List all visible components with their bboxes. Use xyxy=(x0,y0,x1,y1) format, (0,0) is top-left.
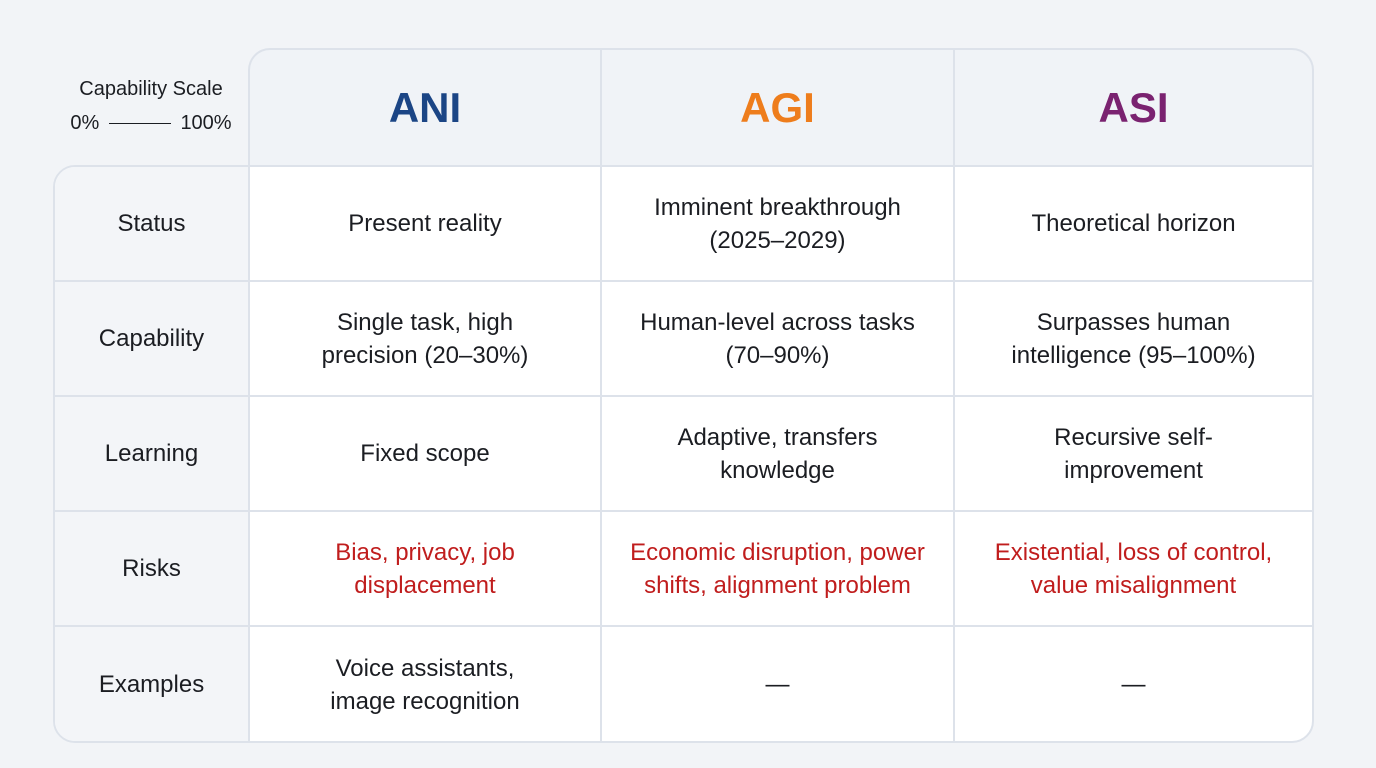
table-row-status: Status Present reality Imminent breakthrou… xyxy=(55,167,1312,282)
table-row-learning: Learning Fixed scope Adaptive, transfers k… xyxy=(55,397,1312,512)
row-label: Status xyxy=(55,167,250,280)
table-cell-asi: Surpasses human intelligence (95–100%) xyxy=(1011,308,1256,369)
table-cell-asi: Existential, loss of control, value misa… xyxy=(994,538,1273,599)
scale-min: 0% xyxy=(70,112,100,134)
table-row-capability: Capability Single task, high precision (2… xyxy=(55,282,1312,397)
table-cell-ani: Voice assistants, image recognition xyxy=(250,627,602,741)
column-header-asi: ASI xyxy=(1098,84,1169,131)
table-header: ANI AGI ASI xyxy=(248,48,1314,166)
table-cell-agi: Human-level across tasks (70–90%) xyxy=(602,282,955,395)
table-cell-agi: — xyxy=(602,627,955,741)
row-label: Capability xyxy=(55,282,250,395)
table-cell-ani: Fixed scope xyxy=(250,397,602,510)
row-label: Examples xyxy=(55,627,250,741)
table-row-risks: Risks Bias, privacy, job displacement Econ… xyxy=(55,512,1312,627)
scale-title: Capability Scale xyxy=(79,78,223,100)
table-cell-asi: Recursive self- improvement xyxy=(1054,423,1213,484)
table-cell-agi: Adaptive, transfers knowledge xyxy=(602,397,955,510)
table-cell-agi: Imminent breakthrough (2025–2029) xyxy=(602,167,955,280)
table-cell-ani: Present reality xyxy=(250,167,602,280)
capability-scale-legend: Capability Scale 0% 100% xyxy=(54,72,248,140)
table-cell-ani: Bias, privacy, job displacement xyxy=(250,512,602,625)
table-cell-asi: — xyxy=(1121,671,1146,698)
row-label: Learning xyxy=(55,397,250,510)
table-cell-asi: Theoretical horizon xyxy=(1031,210,1236,237)
table-cell-agi: Economic disruption, power shifts, align… xyxy=(602,512,955,625)
column-header-agi: AGI xyxy=(602,50,955,166)
scale-max: 100% xyxy=(180,112,232,134)
row-label: Risks xyxy=(55,512,250,625)
column-header-ani: ANI xyxy=(250,50,602,166)
table-cell-ani: Single task, high precision (20–30%) xyxy=(250,282,602,395)
table-row-examples: Examples Voice assistants, image recognit… xyxy=(55,627,1312,741)
comparison-table: Status Present reality Imminent breakthrou… xyxy=(53,165,1314,743)
scale-line xyxy=(108,123,171,125)
